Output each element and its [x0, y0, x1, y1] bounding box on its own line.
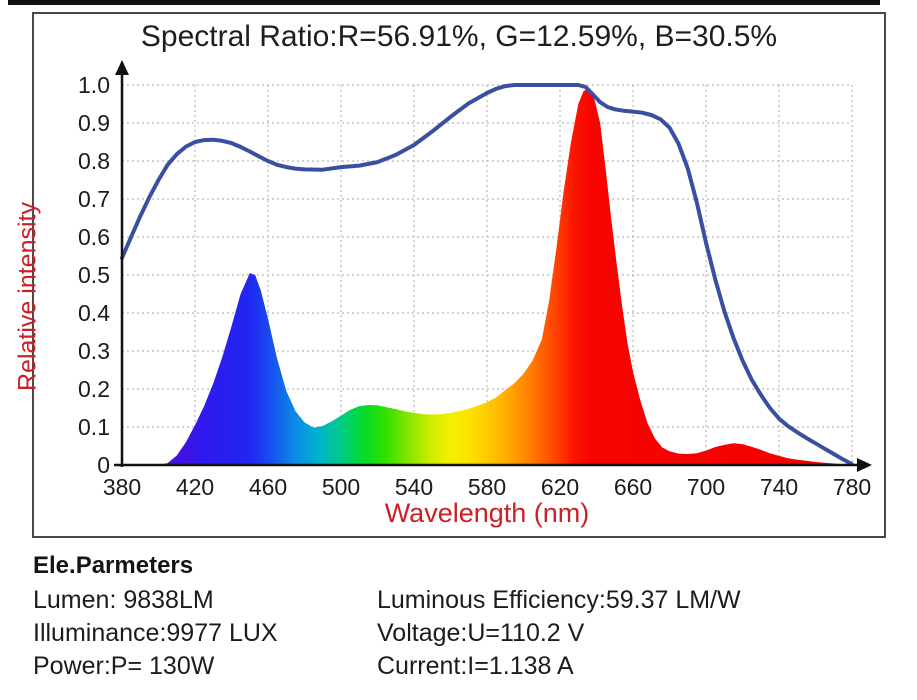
illuminance-value: Illuminance:9977 LUX	[33, 619, 278, 647]
parameters-heading: Ele.Parmeters	[33, 552, 194, 579]
voltage-value: Voltage:U=110.2 V	[377, 619, 585, 647]
y-tick-label: 0.9	[78, 110, 110, 136]
top-divider-bar	[8, 0, 880, 5]
response-curve	[120, 83, 854, 467]
y-tick-label: 0.2	[78, 376, 110, 402]
parameter-row: Lumen: 9838LM Luminous Efficiency:59.37 …	[0, 586, 917, 619]
x-tick-label: 620	[541, 474, 579, 500]
x-tick-label: 380	[103, 474, 141, 500]
x-tick-label: 740	[760, 474, 798, 500]
x-tick-label: 460	[249, 474, 287, 500]
y-tick-label: 0.3	[78, 338, 110, 364]
parameter-row: Illuminance:9977 LUX Voltage:U=110.2 V	[0, 619, 917, 652]
y-tick-label: 0.7	[78, 186, 110, 212]
y-axis-label: Relative intensity	[13, 202, 42, 391]
x-tick-label: 500	[322, 474, 360, 500]
y-tick-label: 0	[97, 452, 110, 478]
y-tick-label: 1.0	[78, 72, 110, 98]
parameter-row: Power:P= 130W Current:I=1.138 A	[0, 652, 917, 685]
y-tick-label: 0.1	[78, 414, 110, 440]
current-value: Current:I=1.138 A	[377, 652, 574, 680]
x-tick-label: 780	[833, 474, 871, 500]
power-value: Power:P= 130W	[33, 652, 215, 680]
x-tick-label: 660	[614, 474, 652, 500]
x-tick-label: 420	[176, 474, 214, 500]
y-tick-label: 0.8	[78, 148, 110, 174]
y-tick-label: 0.5	[78, 262, 110, 288]
y-axis-arrow-icon	[115, 60, 129, 75]
x-tick-label: 700	[687, 474, 725, 500]
x-tick-label: 540	[395, 474, 433, 500]
chart-title: Spectral Ratio:R=56.91%, G=12.59%, B=30.…	[140, 20, 778, 53]
lumen-value: Lumen: 9838LM	[33, 586, 214, 614]
x-axis-label: Wavelength (nm)	[384, 498, 590, 528]
luminous-efficiency-value: Luminous Efficiency:59.37 LM/W	[377, 586, 741, 614]
x-axis-arrow-icon	[857, 458, 872, 472]
y-tick-label: 0.4	[78, 300, 110, 326]
y-tick-label: 0.6	[78, 224, 110, 250]
x-tick-label: 580	[468, 474, 506, 500]
spectrum-area	[122, 88, 852, 466]
